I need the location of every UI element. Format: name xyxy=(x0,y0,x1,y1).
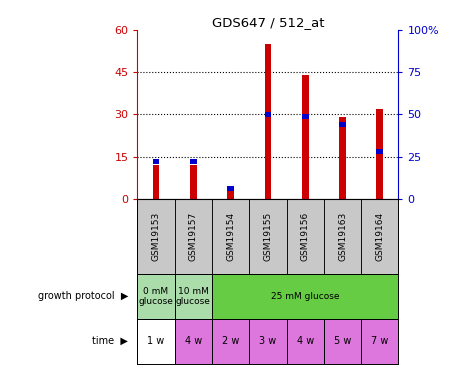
Text: time  ▶: time ▶ xyxy=(93,336,128,346)
Text: 2 w: 2 w xyxy=(222,336,240,346)
Bar xyxy=(249,319,287,364)
Bar xyxy=(227,186,234,191)
Text: GSM19164: GSM19164 xyxy=(375,211,384,261)
Text: GSM19156: GSM19156 xyxy=(301,211,310,261)
Title: GDS647 / 512_at: GDS647 / 512_at xyxy=(212,16,324,29)
Text: GSM19163: GSM19163 xyxy=(338,211,347,261)
Bar xyxy=(302,75,309,199)
Bar xyxy=(339,122,346,127)
Bar xyxy=(324,319,361,364)
Bar xyxy=(174,274,212,319)
Bar xyxy=(265,112,271,117)
Text: 4 w: 4 w xyxy=(297,336,314,346)
Text: 10 mM
glucose: 10 mM glucose xyxy=(176,286,211,306)
Text: 1 w: 1 w xyxy=(147,336,165,346)
Bar xyxy=(302,114,309,118)
Text: 5 w: 5 w xyxy=(334,336,351,346)
Text: 7 w: 7 w xyxy=(371,336,388,346)
Bar xyxy=(153,165,159,199)
Text: GSM19154: GSM19154 xyxy=(226,211,235,261)
Bar xyxy=(153,159,159,164)
Bar xyxy=(190,165,196,199)
Bar xyxy=(376,149,383,154)
Bar xyxy=(212,274,398,319)
Text: GSM19153: GSM19153 xyxy=(152,211,161,261)
Text: 3 w: 3 w xyxy=(259,336,277,346)
Bar xyxy=(376,109,383,199)
Bar xyxy=(227,188,234,199)
Bar xyxy=(174,319,212,364)
Text: GSM19157: GSM19157 xyxy=(189,211,198,261)
Text: GSM19155: GSM19155 xyxy=(263,211,273,261)
Bar xyxy=(339,117,346,199)
Text: 25 mM glucose: 25 mM glucose xyxy=(271,292,339,301)
Bar xyxy=(137,274,174,319)
Bar xyxy=(212,319,249,364)
Text: 0 mM
glucose: 0 mM glucose xyxy=(139,286,174,306)
Text: 4 w: 4 w xyxy=(185,336,202,346)
Text: growth protocol  ▶: growth protocol ▶ xyxy=(38,291,128,301)
Bar xyxy=(137,319,174,364)
Bar xyxy=(361,319,398,364)
Bar xyxy=(190,159,196,164)
Bar xyxy=(287,319,324,364)
Bar xyxy=(265,44,271,199)
